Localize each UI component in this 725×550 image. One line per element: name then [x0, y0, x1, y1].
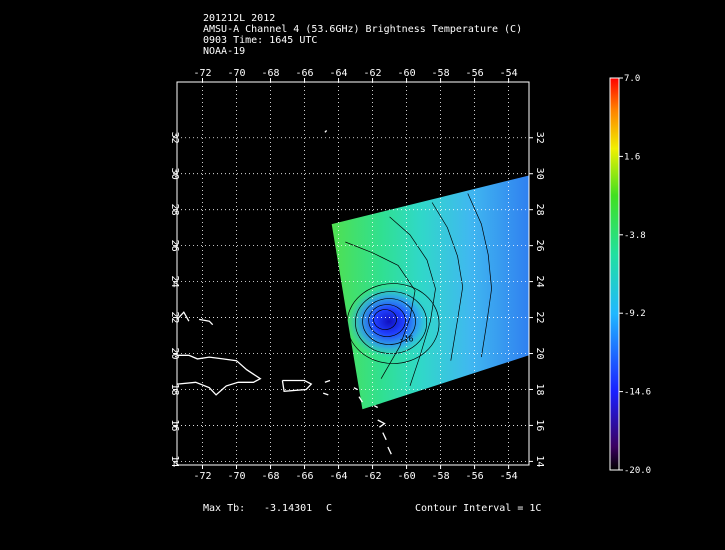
title-line-3: 0903 Time: 1645 UTC [203, 35, 318, 46]
colorbar-label: 7.0 [624, 74, 640, 84]
lat-tick-label-right: 16 [534, 419, 545, 431]
lon-tick-label-top: -70 [227, 68, 245, 79]
lon-tick-label-top: -64 [330, 68, 348, 79]
contour-ring [346, 283, 440, 364]
coast-segment [324, 130, 328, 133]
lat-tick-label-left: 30 [169, 168, 180, 180]
lat-tick-label-right: 18 [534, 383, 545, 395]
lon-tick-label-top: -62 [364, 68, 382, 79]
coast-segment [353, 387, 358, 391]
lon-tick-label-bottom: -60 [398, 471, 416, 482]
coastline [176, 130, 392, 455]
colorbar [609, 77, 620, 471]
storm-contour-label: -16 [399, 335, 414, 344]
lat-tick-label-right: 20 [534, 347, 545, 359]
lon-tick-label-top: -56 [466, 68, 484, 79]
coast-segment [324, 379, 331, 383]
colorbar-label: -20.0 [624, 466, 651, 476]
colorbar-label: -14.6 [624, 388, 651, 398]
lat-tick-label-right: 30 [534, 168, 545, 180]
coast-segment [387, 446, 392, 455]
title-line-2: AMSU-A Channel 4 (53.6GHz) Brightness Te… [203, 24, 523, 35]
lon-tick-label-bottom: -56 [466, 471, 484, 482]
contour-interval: Contour Interval = 1C [415, 503, 542, 514]
coast-segment [358, 396, 363, 403]
colorbar-label: -3.8 [624, 231, 646, 241]
lat-tick-label-left: 20 [169, 347, 180, 359]
lon-tick-label-bottom: -54 [500, 471, 518, 482]
title-line-4: NOAA-19 [203, 46, 246, 57]
lon-tick-label-bottom: -72 [193, 471, 211, 482]
lon-tick-label-bottom: -66 [296, 471, 314, 482]
max-tb-value: -3.14301 [264, 503, 313, 514]
lon-tick-label-top: -68 [261, 68, 279, 79]
map-frame [176, 81, 530, 466]
coast-segment [382, 432, 387, 441]
storm-cold-core [347, 285, 432, 358]
lat-tick-label-left: 18 [169, 383, 180, 395]
lat-tick-label-right: 22 [534, 312, 545, 324]
contour-line [467, 193, 492, 358]
lon-tick-label-top: -72 [193, 68, 211, 79]
colorbar-labels: 7.0 1.6 -3.8 -9.2 -14.6 -20.0 [619, 74, 651, 476]
lon-tick-label-bottom: -58 [432, 471, 450, 482]
lon-tick-label-top: -60 [398, 68, 416, 79]
lat-tick-label-left: 14 [169, 455, 180, 467]
lat-tick-label-left: 24 [169, 276, 180, 288]
coast-segment [198, 318, 214, 326]
coast-segment [281, 379, 313, 392]
lon-tick-label-top: -58 [432, 68, 450, 79]
colorbar-label: 1.6 [624, 152, 640, 162]
coast-segment [377, 419, 386, 428]
axis-ticks: -72 -72 -70 -70 -68 -68 -66 -66 -64 -64 -62 -62 -60 -… [169, 68, 545, 482]
lat-tick-label-right: 26 [534, 240, 545, 252]
coast-segment [322, 392, 329, 396]
lon-tick-label-top: -54 [500, 68, 518, 79]
contour-ring [355, 291, 428, 354]
swath-layer: -16 [331, 175, 529, 410]
lon-tick-label-bottom: -68 [261, 471, 279, 482]
contour-ring [373, 309, 397, 330]
lon-tick-label-top: -66 [296, 68, 314, 79]
coast-segment [373, 405, 379, 409]
contour-line [389, 216, 436, 387]
max-tb-unit: C [326, 503, 333, 514]
lon-tick-label-bottom: -64 [330, 471, 348, 482]
max-tb-label: Max Tb: [203, 503, 246, 514]
lat-tick-label-left: 16 [169, 419, 180, 431]
lat-tick-label-right: 24 [534, 276, 545, 288]
title-line-1: 201212L 2012 [203, 13, 276, 24]
coast-segment [176, 354, 262, 396]
lat-tick-label-right: 32 [534, 132, 545, 144]
lat-lon-grid [177, 82, 529, 465]
contour-line [431, 202, 464, 361]
lon-tick-label-bottom: -62 [364, 471, 382, 482]
coast-segment [176, 311, 190, 322]
lat-tick-label-left: 22 [169, 312, 180, 324]
lon-tick-label-bottom: -70 [227, 471, 245, 482]
swath-polygon [331, 175, 529, 410]
lat-tick-label-left: 28 [169, 204, 180, 216]
lat-tick-label-right: 28 [534, 204, 545, 216]
lat-tick-label-left: 26 [169, 240, 180, 252]
contour-ring [368, 304, 406, 337]
contour-ring [362, 298, 416, 345]
lat-tick-label-right: 14 [534, 455, 545, 467]
colorbar-label: -9.2 [624, 309, 646, 319]
contour-line [345, 241, 416, 379]
lat-tick-label-left: 32 [169, 132, 180, 144]
